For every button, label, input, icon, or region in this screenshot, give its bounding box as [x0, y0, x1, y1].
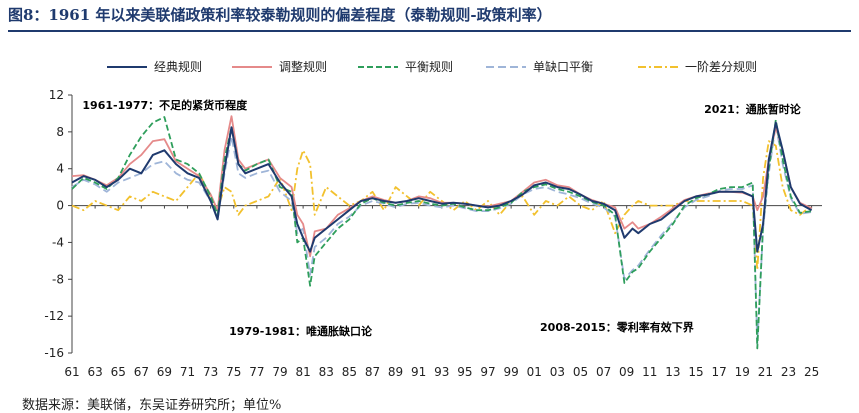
x-tick-label: 13	[665, 365, 680, 379]
x-tick-label: 61	[64, 365, 79, 379]
series-line-3	[71, 116, 812, 350]
x-tick-label: 91	[411, 365, 426, 379]
x-tick-label: 97	[480, 365, 495, 379]
x-tick-label: 25	[804, 365, 819, 379]
x-tick-label: 69	[157, 365, 172, 379]
x-tick-label: 23	[781, 365, 796, 379]
x-tick-label: 73	[203, 365, 218, 379]
y-tick-label: 8	[56, 125, 64, 139]
x-tick-label: 07	[596, 365, 611, 379]
x-tick-label: 75	[226, 365, 241, 379]
legend-label-5: 一阶差分规则	[685, 59, 757, 74]
annotation-2: 2021：通胀暂时论	[704, 102, 802, 116]
x-tick-label: 21	[758, 365, 773, 379]
title-rule	[8, 30, 851, 32]
x-tick-label: 09	[619, 365, 634, 379]
x-tick-label: 17	[712, 365, 727, 379]
x-tick-label: 11	[642, 365, 657, 379]
legend-label-2: 调整规则	[279, 59, 327, 74]
x-tick-label: 79	[272, 365, 287, 379]
x-tick-label: 81	[295, 365, 310, 379]
x-tick-label: 67	[134, 365, 149, 379]
annotation-4: 2008-2015：零利率有效下界	[540, 320, 694, 334]
x-tick-label: 93	[434, 365, 449, 379]
legend-label-4: 单缺口平衡	[533, 59, 593, 74]
series-line-5	[71, 140, 813, 271]
y-tick-label: 4	[56, 162, 64, 176]
x-tick-label: 03	[550, 365, 565, 379]
y-tick-label: -16	[44, 346, 64, 360]
legend-label-3: 平衡规则	[405, 59, 453, 74]
source-note: 数据来源：美联储，东吴证券研究所；单位%	[22, 398, 282, 413]
x-tick-label: 83	[319, 365, 334, 379]
y-tick-label: 12	[49, 88, 64, 102]
legend-label-1: 经典规则	[154, 59, 202, 74]
annotations: 1961-1977：不足的紧货币程度 2021：通胀暂时论 1979-1981：唯通…	[82, 98, 801, 338]
x-tick-label: 87	[365, 365, 380, 379]
x-tick-label: 65	[111, 365, 126, 379]
x-tick-label: 63	[87, 365, 102, 379]
legend: 经典规则 调整规则 平衡规则 单缺口平衡 一阶差分规则	[107, 59, 757, 74]
x-tick-label: 05	[573, 365, 588, 379]
series-line-4	[71, 123, 812, 345]
series-line-1	[71, 121, 813, 253]
series-line-2	[71, 115, 812, 258]
chart-title: 图8：1961 年以来美联储政策利率较泰勒规则的偏差程度（泰勒规则-政策利率）	[8, 6, 552, 24]
y-tick-label: -12	[44, 309, 64, 323]
y-tick-label: -4	[52, 235, 64, 249]
x-tick-label: 89	[388, 365, 403, 379]
y-tick-label: -8	[52, 272, 64, 286]
x-tick-label: 77	[249, 365, 264, 379]
x-tick-label: 95	[457, 365, 472, 379]
x-tick-label: 15	[688, 365, 703, 379]
x-tick-label: 19	[735, 365, 750, 379]
x-tick-label: 01	[527, 365, 542, 379]
series-lines	[71, 115, 813, 350]
x-tick-label: 85	[342, 365, 357, 379]
y-tick-label: 0	[56, 199, 64, 213]
x-tick-label: 99	[503, 365, 518, 379]
x-tick-label: 71	[180, 365, 195, 379]
annotation-3: 1979-1981：唯通胀缺口论	[229, 324, 373, 338]
annotation-1: 1961-1977：不足的紧货币程度	[82, 98, 248, 112]
